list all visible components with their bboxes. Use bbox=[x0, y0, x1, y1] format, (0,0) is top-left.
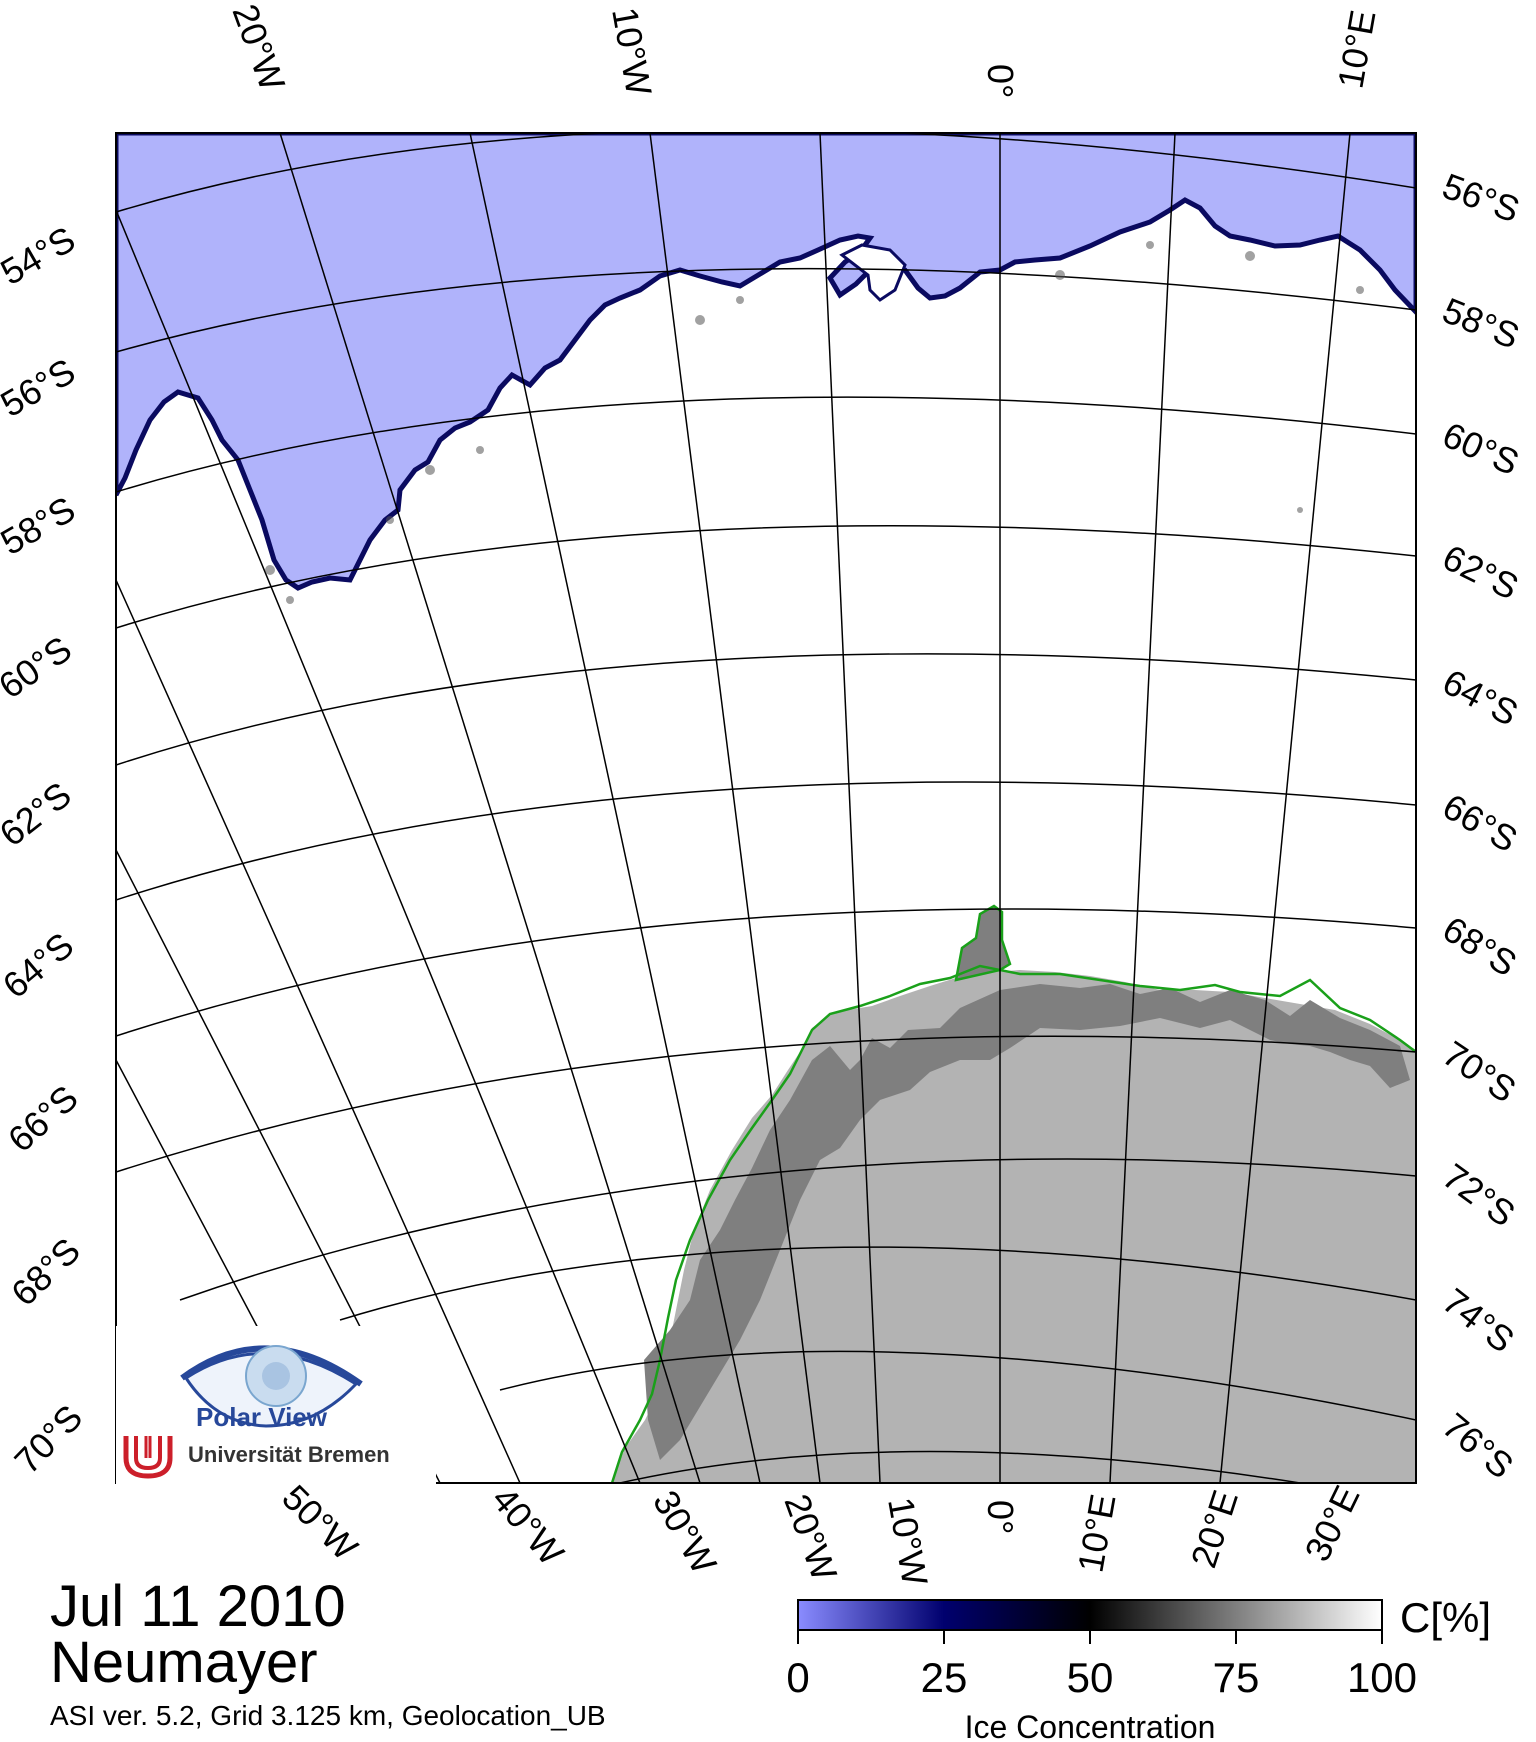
bottom-lon-label: 50°W bbox=[274, 1477, 366, 1569]
colorbar-label: Ice Concentration bbox=[965, 1709, 1216, 1742]
top-lon-label: 10°W bbox=[604, 4, 660, 98]
university-logo-icon bbox=[123, 1436, 173, 1479]
logo-name: Polar View bbox=[196, 1402, 328, 1432]
open-water-region bbox=[116, 133, 1416, 591]
colorbar-tick: 25 bbox=[921, 1654, 968, 1701]
left-lat-label: 56°S bbox=[0, 350, 82, 425]
right-lat-label: 56°S bbox=[1437, 165, 1525, 230]
top-lon-label: 0° bbox=[980, 64, 1021, 98]
coastline bbox=[610, 964, 1416, 1483]
right-lat-label: 66°S bbox=[1436, 785, 1524, 860]
top-lon-label: 20°W bbox=[224, 0, 293, 96]
right-lat-label: 72°S bbox=[1435, 1155, 1523, 1234]
logo-institution: Universität Bremen bbox=[188, 1442, 390, 1467]
bottom-lon-label: 20°W bbox=[776, 1489, 845, 1586]
map-body bbox=[116, 133, 1416, 1483]
right-lat-label: 64°S bbox=[1436, 661, 1525, 734]
bottom-lon-label: 10°E bbox=[1070, 1491, 1124, 1575]
bottom-lon-label: 30°W bbox=[645, 1484, 725, 1581]
right-lat-label: 60°S bbox=[1437, 414, 1525, 483]
left-lat-label: 64°S bbox=[0, 924, 81, 1006]
polar-view-logo: Polar View Universität Bremen bbox=[116, 1326, 436, 1484]
right-lat-label: 68°S bbox=[1436, 908, 1524, 984]
eye-icon bbox=[180, 1345, 363, 1428]
bottom-lon-label: 30°E bbox=[1296, 1479, 1367, 1567]
bottom-lon-label: 0° bbox=[980, 1500, 1021, 1534]
ice-shelf bbox=[644, 984, 1410, 1460]
map-frame bbox=[115, 132, 1417, 1484]
left-lat-label: 60°S bbox=[0, 628, 79, 707]
graticule-latitudes bbox=[116, 133, 1416, 1483]
low-concentration-patches bbox=[265, 241, 1364, 604]
colorbar-gradient bbox=[797, 1599, 1383, 1631]
left-lat-label: 54°S bbox=[0, 218, 82, 293]
colorbar-tick: 100 bbox=[1347, 1654, 1417, 1701]
station-name: Neumayer bbox=[50, 1630, 318, 1695]
right-lat-label: 62°S bbox=[1436, 536, 1524, 607]
colorbar-tick: 0 bbox=[786, 1654, 809, 1701]
left-lat-label: 58°S bbox=[0, 488, 82, 563]
right-lat-label: 70°S bbox=[1436, 1033, 1524, 1111]
colorbar-tick: 75 bbox=[1213, 1654, 1260, 1701]
left-lat-label: 62°S bbox=[0, 774, 79, 855]
left-lat-label: 66°S bbox=[0, 1077, 86, 1160]
product-subtitle: ASI ver. 5.2, Grid 3.125 km, Geolocation… bbox=[50, 1700, 606, 1731]
right-lat-label: 58°S bbox=[1437, 289, 1525, 356]
bottom-lon-label: 20°E bbox=[1183, 1485, 1246, 1572]
bottom-lon-label: 10°W bbox=[880, 1494, 936, 1588]
left-lat-label: 68°S bbox=[3, 1230, 88, 1314]
right-lat-label: 74°S bbox=[1435, 1280, 1522, 1361]
colorbar-tick: 50 bbox=[1067, 1654, 1114, 1701]
right-lat-label: 76°S bbox=[1435, 1405, 1521, 1487]
top-lon-label: 10°E bbox=[1330, 7, 1384, 91]
left-lat-label: 70°S bbox=[6, 1397, 90, 1482]
map-date: Jul 11 2010 bbox=[50, 1574, 346, 1639]
colorbar-unit: C[%] bbox=[1400, 1594, 1491, 1641]
ice-tongue bbox=[839, 243, 907, 302]
bottom-lon-label: 40°W bbox=[484, 1479, 572, 1573]
colorbar: C[%] 0 25 50 75 100 Ice Concentration bbox=[786, 1594, 1491, 1742]
